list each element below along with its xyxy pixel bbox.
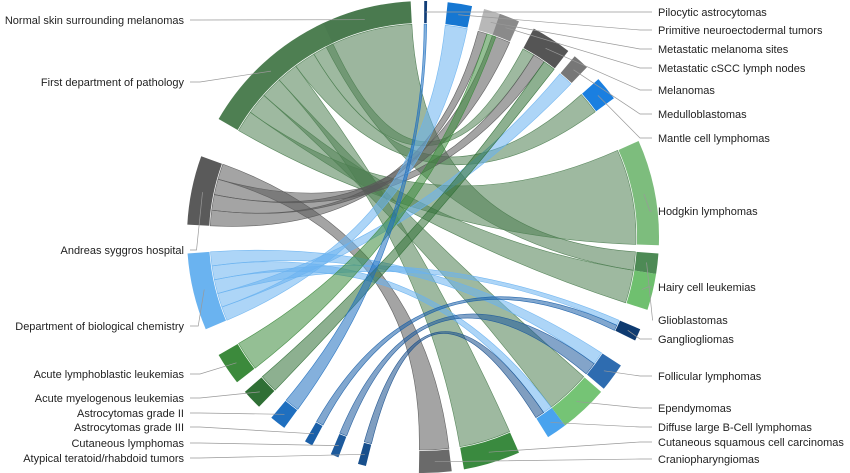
label-ependymomas: Ependymomas [658, 403, 732, 415]
leader-pnet [458, 14, 652, 31]
leader-all [190, 362, 237, 375]
leader-dlbcl [550, 422, 652, 428]
leader-hairy [641, 286, 652, 290]
label-pilocytic: Pilocytic astrocytomas [658, 7, 767, 19]
labels: Normal skin surrounding melanomas First d… [5, 7, 845, 466]
label-dlbcl: Diffuse large B-Cell lymphomas [658, 422, 812, 434]
label-first_dept: First department of pathology [41, 77, 185, 89]
arc-andreas [187, 156, 222, 226]
leader-astro3 [190, 426, 314, 435]
ribbons [209, 23, 637, 451]
leader-astro2 [190, 412, 285, 415]
leader-cranio [434, 458, 652, 463]
label-all: Acute lymphoblastic leukemias [34, 369, 185, 381]
arc-cranio [418, 449, 452, 473]
ribbon-aml-to-melanomas [261, 61, 555, 391]
label-glio: Glioblastomas [658, 315, 728, 327]
label-cut_lymph: Cutaneous lymphomas [71, 438, 184, 450]
leader-cut_lymph [190, 442, 339, 446]
label-hairy: Hairy cell leukemias [658, 282, 756, 294]
leader-cscc [488, 441, 652, 453]
leader-atrt [190, 453, 365, 459]
label-cscc: Cutaneous squamous cell carcinomas [658, 437, 844, 449]
label-melanomas: Melanomas [658, 85, 715, 97]
label-astro3: Astrocytomas grade III [74, 422, 184, 434]
ribbon-all-to-meta_mel [238, 33, 497, 369]
leader-follicular [603, 370, 652, 377]
leader-medullo [573, 69, 652, 115]
label-andreas: Andreas syggros hospital [60, 245, 184, 257]
label-follicular: Follicular lymphomas [658, 371, 762, 383]
label-meta_cscc: Metastatic cSCC lymph nodes [658, 63, 806, 75]
leader-andreas [190, 192, 203, 251]
leader-dept_bio [190, 289, 205, 327]
leader-mantle [597, 95, 652, 139]
ribbon-astro3-to-ganglio [316, 296, 618, 426]
leader-ganglio [627, 330, 652, 340]
leader-aml [190, 391, 260, 399]
label-atrt: Atypical teratoid/rhabdoid tumors [23, 453, 184, 465]
arc-cscc [460, 432, 519, 470]
leader-meta_mel [490, 22, 652, 50]
label-astro2: Astrocytomas grade II [77, 408, 184, 420]
arc-normal_skin [315, 1, 412, 47]
leader-hodgkin [643, 193, 652, 212]
leader-meta_cscc [505, 27, 652, 69]
label-aml: Acute myelogenous leukemias [35, 393, 185, 405]
arc-dept_bio [187, 251, 227, 330]
leader-glio [646, 262, 653, 321]
label-normal_skin: Normal skin surrounding melanomas [5, 15, 185, 27]
arc-hodgkin [618, 141, 660, 246]
leader-melanomas [545, 47, 652, 91]
leader-ependymomas [576, 401, 652, 409]
label-dept_bio: Department of biological chemistry [15, 321, 184, 333]
label-ganglio: Gangliogliomas [658, 334, 734, 346]
label-hodgkin: Hodgkin lymphomas [658, 206, 758, 218]
label-mantle: Mantle cell lymphomas [658, 133, 770, 145]
label-pnet: Primitive neuroectodermal tumors [658, 25, 823, 37]
label-meta_mel: Metastatic melanoma sites [658, 44, 789, 56]
ribbon-cut_lymph-to-follicular [339, 313, 595, 437]
ribbon-normal_skin-to-glio [325, 23, 636, 271]
ribbon-first_dept-to-melanomas [313, 43, 535, 146]
leader-first_dept [190, 70, 272, 83]
label-cranio: Craniopharyngiomas [658, 454, 760, 466]
ribbon-astro2-to-pilocytic [285, 23, 428, 410]
arc-first_dept [218, 23, 333, 131]
label-medullo: Medulloblastomas [658, 109, 747, 121]
arc-ependymomas [551, 377, 602, 426]
ribbon-atrt-to-dlbcl [363, 331, 545, 445]
ribbon-first_dept-to-cscc [278, 65, 511, 448]
